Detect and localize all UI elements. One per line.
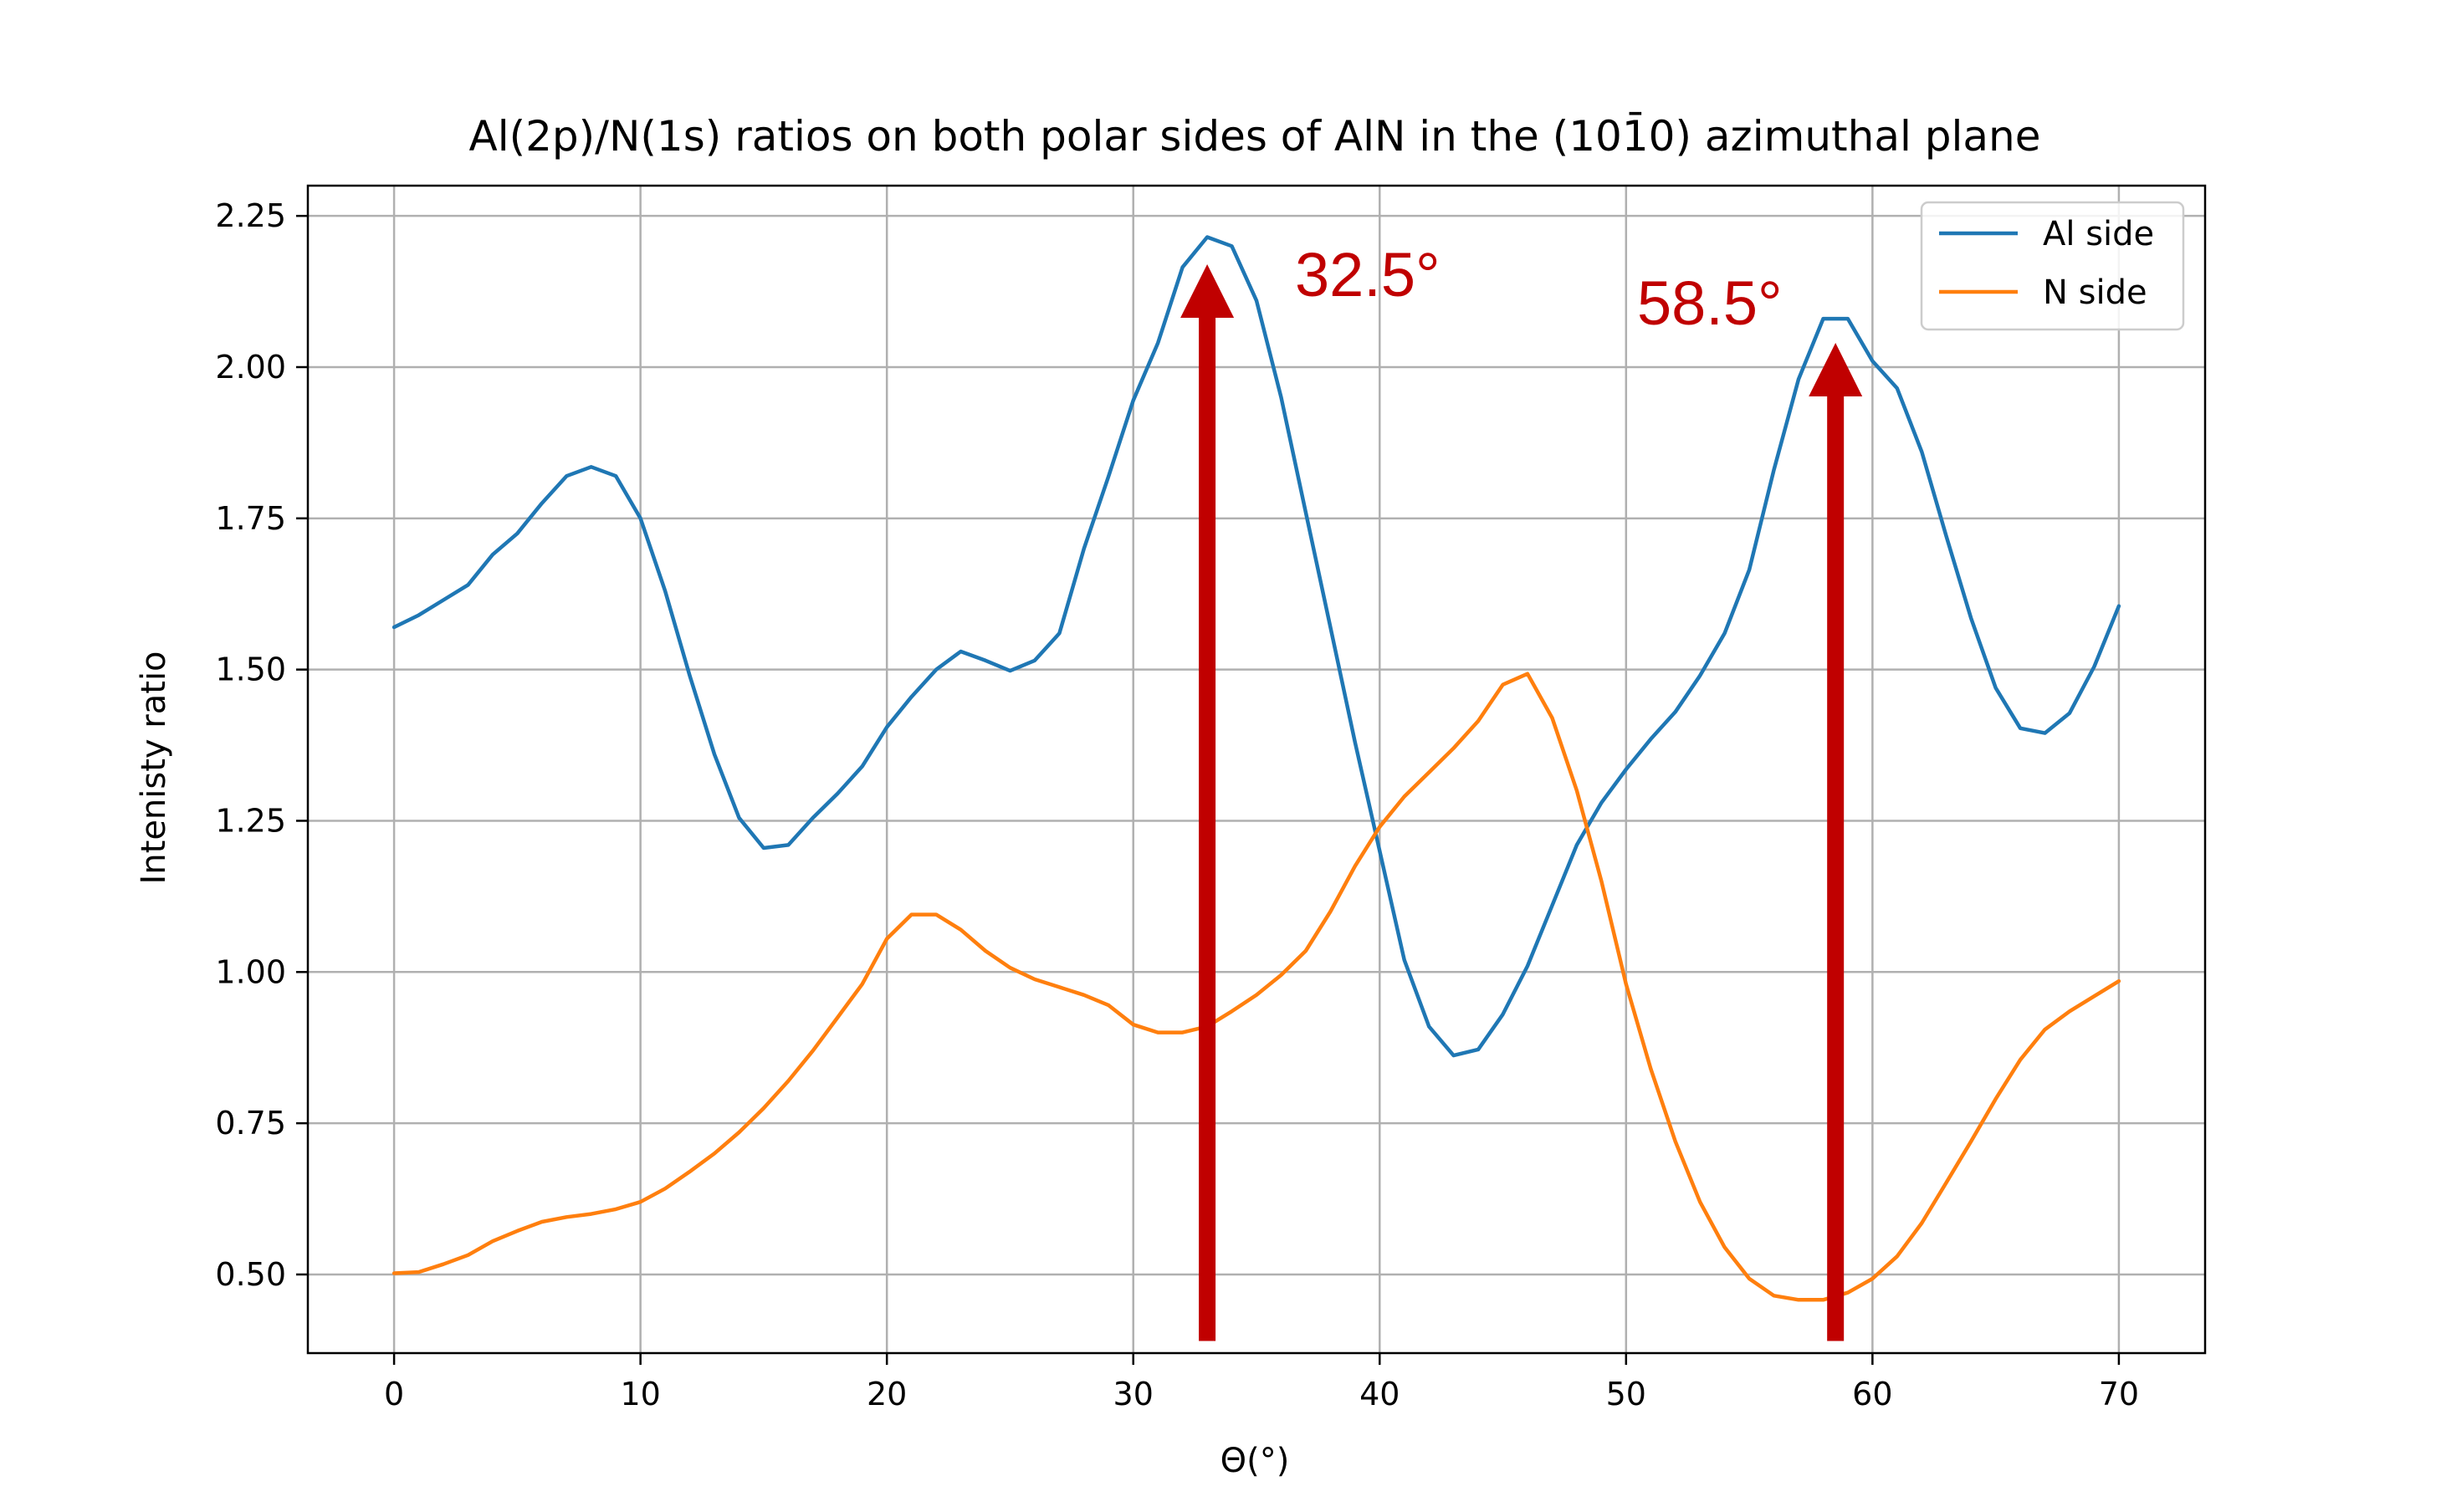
annotation-arrow-head-0: [1180, 264, 1235, 319]
y-tick-label: 2.25: [215, 197, 286, 234]
grid: [308, 186, 2205, 1353]
x-tick-label: 10: [620, 1376, 660, 1412]
legend-label-al-side: Al side: [2043, 215, 2154, 253]
x-tick-label: 70: [2099, 1376, 2139, 1412]
annotations: [1180, 264, 1863, 1341]
axis-ticks: 0 10 20 30 40 50 60 70 0.50 0.75 1.00 1.25 1.50 1.75 2…: [215, 197, 2139, 1412]
annotation-label-32-5: 32.5°: [1295, 240, 1441, 309]
x-tick-label: 60: [1852, 1376, 1892, 1412]
x-tick-label: 40: [1359, 1376, 1400, 1412]
legend-label-n-side: N side: [2043, 273, 2147, 312]
y-tick-label: 0.75: [215, 1105, 286, 1142]
x-tick-label: 0: [384, 1376, 404, 1412]
chart-title: Al(2p)/N(1s) ratios on both polar sides …: [469, 111, 2041, 161]
series-line-al-side: [391, 235, 2121, 1058]
plot-frame: [306, 184, 2207, 1355]
x-tick-label: 30: [1113, 1376, 1154, 1412]
y-tick-label: 1.00: [215, 953, 286, 990]
y-tick-label: 0.50: [215, 1256, 286, 1293]
x-axis-label: Θ(°): [1220, 1442, 1290, 1480]
y-tick-label: 1.25: [215, 802, 286, 839]
legend: Al side N side: [1920, 201, 2185, 331]
y-axis-label: Intenisty ratio: [135, 651, 173, 884]
x-tick-label: 20: [867, 1376, 907, 1412]
y-tick-label: 1.50: [215, 651, 286, 688]
annotation-arrow-head-1: [1809, 343, 1863, 397]
y-tick-label: 2.00: [215, 349, 286, 386]
y-tick-label: 1.75: [215, 500, 286, 537]
annotation-label-58-5: 58.5°: [1637, 268, 1783, 338]
x-tick-label: 50: [1606, 1376, 1646, 1412]
